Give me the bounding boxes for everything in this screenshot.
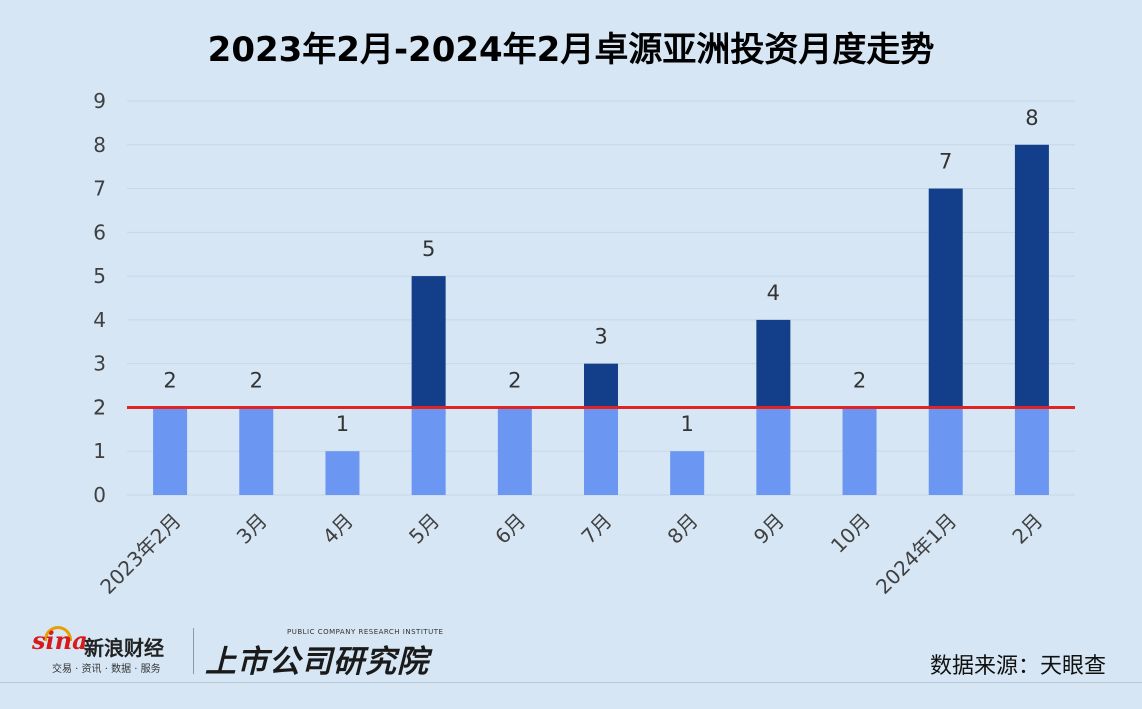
bar xyxy=(928,407,963,495)
bar xyxy=(411,407,446,495)
y-tick-label: 2 xyxy=(93,395,106,419)
bar xyxy=(497,407,532,495)
bar-above-reference xyxy=(928,188,963,408)
bar xyxy=(756,407,791,495)
x-tick-label: 2023年2月 xyxy=(95,509,185,599)
chart-title: 2023年2月-2024年2月卓源亚洲投资月度走势 xyxy=(207,30,935,70)
bar xyxy=(584,407,618,495)
data-labels: 2 2 1 5 2 3 1 4 2 7 8 xyxy=(163,106,1038,436)
bar xyxy=(670,451,705,495)
y-tick-label: 0 xyxy=(93,483,106,507)
y-tick-label: 5 xyxy=(93,264,106,288)
x-tick-label: 7月 xyxy=(576,509,616,549)
footer-divider xyxy=(0,682,1142,683)
x-tick-label: 4月 xyxy=(318,509,358,549)
x-tick-label: 10月 xyxy=(826,509,875,558)
x-tick-label: 2月 xyxy=(1007,509,1047,549)
data-label: 5 xyxy=(422,237,435,261)
sina-finance-logo: sina 新浪财经 交易 · 资讯 · 数据 · 服务 xyxy=(32,626,182,676)
bars xyxy=(153,144,1049,495)
x-tick-label: 8月 xyxy=(663,509,703,549)
data-label: 1 xyxy=(680,412,693,436)
institute-chinese-name: 上市公司研究院 xyxy=(205,644,429,680)
bar-above-reference xyxy=(1014,144,1049,408)
y-tick-label: 1 xyxy=(93,439,106,463)
x-tick-label: 2024年1月 xyxy=(871,509,961,599)
bar-above-reference xyxy=(411,276,446,408)
institute-logo: PUBLIC COMPANY RESEARCH INSTITUTE 上市公司研究… xyxy=(205,626,443,680)
sina-wordmark: sina xyxy=(32,626,88,655)
x-tick-label: 9月 xyxy=(749,509,789,549)
bar xyxy=(1014,407,1049,495)
bar xyxy=(842,407,877,495)
x-tick-label: 6月 xyxy=(490,509,530,549)
data-label: 2 xyxy=(508,368,521,392)
institute-english-name: PUBLIC COMPANY RESEARCH INSTITUTE xyxy=(287,628,444,636)
bar-above-reference xyxy=(584,363,618,408)
bar xyxy=(325,451,360,495)
sina-finance-tagline: 交易 · 资讯 · 数据 · 服务 xyxy=(52,664,161,675)
bar xyxy=(153,407,188,495)
sina-eye-icon xyxy=(44,626,72,641)
y-tick-label: 3 xyxy=(93,352,106,376)
data-label: 7 xyxy=(939,150,952,174)
data-label: 2 xyxy=(163,368,176,392)
sina-finance-name: 新浪财经 xyxy=(84,636,164,660)
data-label: 1 xyxy=(336,412,349,436)
x-tick-label: 3月 xyxy=(232,509,272,549)
y-tick-label: 9 xyxy=(93,89,106,113)
y-tick-label: 8 xyxy=(93,133,106,157)
bar xyxy=(239,407,274,495)
data-label: 4 xyxy=(767,281,780,305)
y-tick-label: 6 xyxy=(93,220,106,244)
data-label: 3 xyxy=(594,325,607,349)
bar-above-reference xyxy=(756,319,791,408)
y-tick-label: 2 xyxy=(93,395,106,419)
y-tick-label: 4 xyxy=(93,308,106,332)
data-label: 8 xyxy=(1025,106,1038,130)
y-tick-label: 7 xyxy=(93,177,106,201)
data-source: 数据来源：天眼查 xyxy=(929,654,1106,679)
x-tick-label: 5月 xyxy=(404,509,444,549)
logo-divider xyxy=(193,628,194,674)
data-label: 2 xyxy=(250,368,263,392)
data-label: 2 xyxy=(853,368,866,392)
